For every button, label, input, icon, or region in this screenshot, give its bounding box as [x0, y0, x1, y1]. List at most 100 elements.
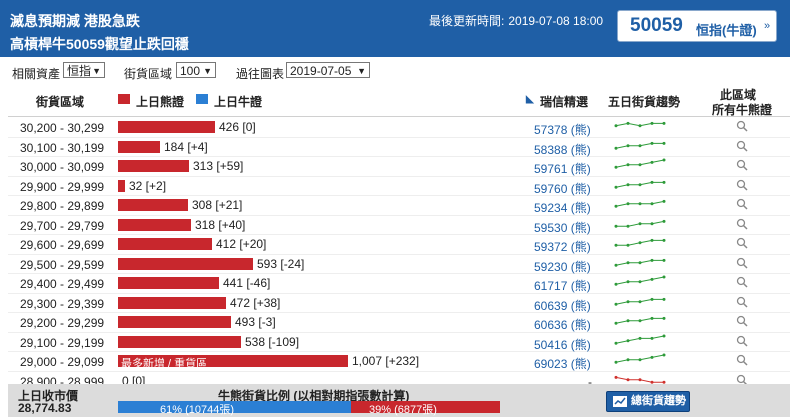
rui-xin-code-link[interactable]: 60636 (熊)	[534, 318, 591, 332]
rui-xin-code-link[interactable]: 59760 (熊)	[534, 181, 591, 196]
trend-sparkline[interactable]	[612, 178, 668, 194]
rui-xin-code-link[interactable]: 57378 (熊)	[534, 123, 591, 137]
sparkline-point	[650, 221, 654, 225]
bear-bar[interactable]	[118, 121, 215, 133]
asset-select[interactable]: 恒指 ▼	[63, 62, 105, 78]
headline-title[interactable]: 滅息預期減 港股急跌	[10, 13, 140, 29]
product-link-button[interactable]: 50059 恒指(牛證) »	[617, 10, 777, 42]
trend-sparkline[interactable]	[612, 295, 668, 311]
search-icon[interactable]	[736, 296, 748, 308]
product-code: 50059	[630, 15, 683, 36]
search-icon[interactable]	[736, 315, 748, 327]
search-icon[interactable]	[736, 276, 748, 288]
bar-value-label: 493 [-3]	[235, 315, 276, 329]
bear-bar[interactable]	[118, 296, 226, 309]
sparkline-point	[662, 141, 666, 145]
search-icon[interactable]	[736, 179, 748, 191]
sparkline-point	[650, 336, 654, 340]
dropdown-arrow-icon: ▼	[203, 66, 212, 76]
table-row: 29,900 - 29,999 32 [+2] 59760 (熊)	[8, 177, 790, 196]
trend-sparkline[interactable]	[612, 353, 668, 369]
sparkline-point	[626, 299, 630, 303]
sparkline-point	[626, 163, 630, 167]
bear-bar[interactable]	[118, 335, 241, 348]
line-chart-icon	[613, 396, 627, 407]
chart-date-value: 2019-07-05	[290, 64, 352, 78]
trend-sparkline[interactable]	[612, 373, 668, 389]
row-range: 29,500 - 29,599	[20, 257, 105, 272]
sparkline-point	[650, 121, 654, 125]
bear-bar[interactable]	[118, 238, 212, 250]
bear-bar[interactable]	[118, 316, 231, 328]
trend-sparkline[interactable]	[612, 119, 668, 135]
bar-value-label: 318 [+40]	[195, 217, 246, 232]
trend-sparkline[interactable]	[612, 334, 668, 350]
rui-xin-code-link[interactable]: 59372 (熊)	[534, 240, 591, 254]
rui-xin-code-link[interactable]: 59761 (熊)	[534, 162, 591, 176]
bear-bar[interactable]	[118, 179, 125, 192]
trend-sparkline[interactable]	[612, 236, 668, 252]
sparkline-point	[650, 316, 654, 320]
column-header: 街貨區域 上日熊證 上日牛證 ◣ 瑞信精選 五日街貨趨勢 此區域 所有牛熊證	[8, 86, 790, 117]
search-icon[interactable]	[736, 140, 748, 152]
bear-bar[interactable]	[118, 140, 160, 153]
sparkline-point	[650, 297, 654, 301]
product-name: 恒指(牛證)	[696, 23, 757, 38]
chart-label: 過往圖表	[236, 67, 285, 81]
page-header: 滅息預期減 港股急跌 高槓桿牛50059觀望止跌回穩 最後更新時間: 2019-0…	[0, 0, 790, 57]
bear-bar[interactable]	[118, 257, 253, 270]
rui-xin-icon: ◣	[526, 94, 534, 105]
sparkline-point	[638, 202, 642, 206]
bar-value-label: 308 [+21]	[192, 198, 243, 212]
table-row: 29,400 - 29,499 441 [-46] 61717 (熊)	[8, 274, 790, 294]
bear-bar[interactable]	[118, 277, 219, 289]
search-icon[interactable]	[736, 218, 748, 230]
bear-bar[interactable]	[118, 218, 191, 231]
bear-bar[interactable]	[118, 199, 188, 211]
trend-sparkline[interactable]	[612, 275, 668, 291]
search-icon[interactable]	[736, 120, 748, 132]
sparkline-point	[650, 141, 654, 145]
dropdown-arrow-icon: ▼	[357, 66, 366, 76]
range-select[interactable]: 100 ▼	[176, 62, 216, 78]
trend-sparkline[interactable]	[612, 158, 668, 174]
rui-xin-code-link[interactable]: 61717 (熊)	[534, 279, 591, 293]
sparkline-point	[626, 280, 630, 284]
sparkline-point	[614, 204, 618, 208]
bear-bar[interactable]	[118, 160, 189, 172]
trend-sparkline[interactable]	[612, 197, 668, 213]
rui-xin-code-link[interactable]: 58388 (熊)	[534, 142, 591, 157]
search-icon[interactable]	[736, 198, 748, 210]
sparkline-point	[638, 124, 642, 128]
bear-bar[interactable]: 最多新增 / 重貨區	[118, 355, 348, 370]
sparkline-point	[614, 360, 618, 364]
rui-xin-code-link[interactable]: 59234 (熊)	[534, 201, 591, 215]
rui-xin-code-link[interactable]: 50416 (熊)	[534, 337, 591, 352]
search-icon[interactable]	[736, 257, 748, 269]
rui-xin-code-link[interactable]: 60639 (熊)	[534, 298, 591, 313]
rui-xin-code-link[interactable]: 69023 (熊)	[534, 357, 591, 371]
total-trend-button[interactable]: 總街貨趨勢	[606, 391, 690, 412]
search-icon[interactable]	[736, 374, 748, 386]
trend-sparkline[interactable]	[612, 139, 668, 155]
sparkline-point	[662, 258, 666, 262]
bar-value-label: 32 [+2]	[129, 178, 167, 193]
last-updated-label: 最後更新時間:	[429, 14, 505, 28]
search-icon[interactable]	[736, 335, 748, 347]
col-all-line1: 此區域	[720, 88, 757, 102]
search-icon[interactable]	[736, 237, 748, 249]
sparkline-point	[662, 238, 666, 242]
rui-xin-code-link[interactable]: 59530 (熊)	[534, 220, 591, 235]
sparkline-point	[662, 353, 666, 357]
headline-subtitle[interactable]: 高槓桿牛50059觀望止跌回穩	[10, 36, 189, 52]
search-icon[interactable]	[736, 159, 748, 171]
trend-sparkline[interactable]	[612, 314, 668, 330]
table-row: 30,100 - 30,199 184 [+4] 58388 (熊)	[8, 138, 790, 157]
trend-sparkline[interactable]	[612, 256, 668, 272]
chart-date-select[interactable]: 2019-07-05 ▼	[286, 62, 370, 78]
rui-xin-code-link[interactable]: 59230 (熊)	[534, 259, 591, 274]
trend-sparkline[interactable]	[612, 217, 668, 233]
sparkline-point	[650, 180, 654, 184]
table-row: 30,000 - 30,099 313 [+59] 59761 (熊)	[8, 157, 790, 177]
search-icon[interactable]	[736, 354, 748, 366]
